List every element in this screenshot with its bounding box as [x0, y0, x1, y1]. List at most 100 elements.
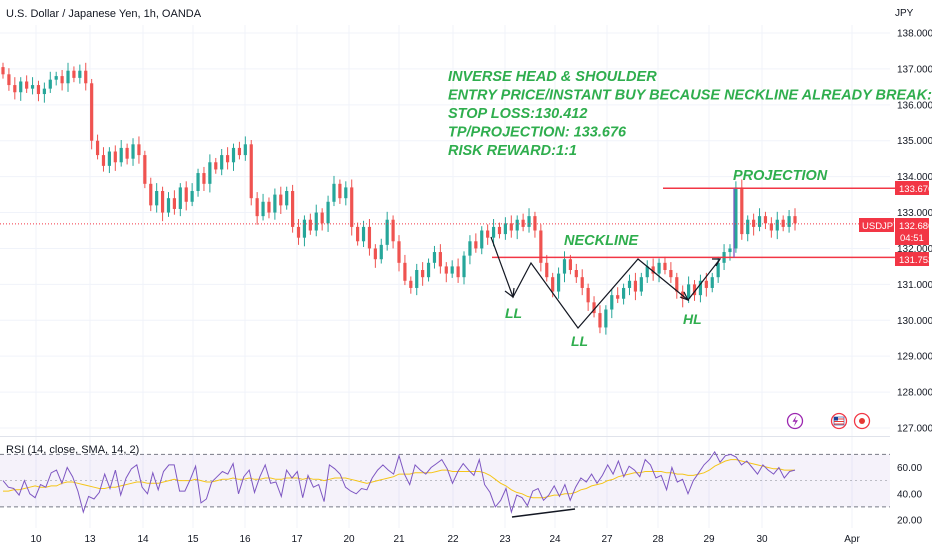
candle-body	[149, 183, 153, 206]
candle-body	[78, 70, 82, 78]
candle-body	[757, 216, 762, 227]
candle-body	[503, 223, 507, 235]
candle-body	[616, 295, 620, 299]
candle-body	[474, 241, 478, 249]
candle-body	[113, 151, 117, 163]
candle-body	[379, 244, 383, 260]
candle-body	[184, 187, 188, 202]
y-tick-label: 131.000	[897, 280, 932, 291]
candle-body	[456, 266, 460, 278]
candle-body	[267, 201, 271, 213]
candle-body	[675, 277, 679, 292]
candle-body	[172, 198, 177, 209]
candle-body	[95, 140, 100, 156]
y-tick-label: 138.000	[897, 29, 932, 40]
y-tick-label: 130.000	[897, 316, 932, 327]
candle-body	[314, 212, 318, 231]
candle-body	[403, 262, 407, 281]
candle-body	[326, 201, 330, 224]
candle-body	[728, 248, 732, 253]
candle-body	[261, 201, 265, 217]
price-axis[interactable]: 138.000 137.000 136.000 135.000 134.000 133.0…	[897, 29, 932, 435]
candle-body	[356, 226, 360, 242]
candle-body	[621, 287, 626, 299]
event-icons[interactable]	[786, 412, 871, 430]
neckline-label: NECKLINE	[564, 233, 639, 249]
time-axis[interactable]: 10 13 14 15 16 17 20 21 22 23 24 27 28 29 30 Apr	[30, 534, 860, 545]
candle-body	[397, 241, 401, 263]
x-tick-label: 27	[601, 534, 613, 545]
candle-body	[36, 85, 41, 95]
candle-body	[491, 226, 496, 238]
currency-label: JPY	[895, 8, 914, 19]
candle-body	[421, 270, 425, 278]
x-tick-label: 29	[703, 534, 715, 545]
candle-body	[308, 219, 312, 231]
candle-body	[710, 277, 714, 288]
rsi-line	[2, 450, 796, 515]
candle-body	[243, 144, 247, 156]
setup-text-line: ENTRY PRICE/INSTANT BUY BECAUSE NECKLINE…	[448, 88, 932, 104]
levels	[0, 187, 895, 259]
candle-body	[143, 155, 147, 184]
y-tick-label: 132.000	[897, 244, 932, 255]
candle-body	[131, 144, 135, 159]
candle-body	[480, 230, 484, 249]
candle-body	[90, 83, 94, 141]
candle-body	[781, 219, 785, 227]
rsi-divergence-line	[511, 508, 576, 518]
candle-body	[291, 191, 295, 227]
symbol-badge	[859, 218, 894, 232]
candle-body	[497, 226, 502, 235]
candle-body	[692, 284, 697, 296]
candle-body	[107, 151, 111, 166]
candle-body	[639, 277, 643, 292]
candle-body	[273, 194, 277, 213]
candle-body	[409, 280, 413, 288]
pattern-lines	[490, 236, 722, 329]
y-tick-label: 135.000	[897, 136, 932, 147]
candle-body	[202, 173, 206, 184]
candle-body	[125, 147, 129, 159]
x-tick-label: 14	[137, 534, 149, 545]
x-tick-label: 28	[652, 534, 664, 545]
candle-body	[746, 219, 750, 235]
candle-body	[367, 226, 372, 249]
candles	[1, 62, 797, 335]
candle-body	[438, 252, 442, 267]
candle-body	[509, 223, 513, 231]
candle-body	[237, 147, 242, 156]
candle-body	[178, 187, 182, 209]
candle-body	[521, 219, 525, 227]
hl-label: HL	[683, 311, 702, 327]
x-tick-label: 23	[499, 534, 511, 545]
candle-body	[137, 144, 141, 156]
candle-body	[225, 155, 230, 163]
lightning-icon[interactable]	[786, 412, 804, 430]
candle-body	[60, 76, 64, 84]
candle-body	[716, 262, 720, 278]
current-price-text: 132.686	[899, 221, 932, 232]
countdown-text: 04:51	[900, 233, 924, 244]
candle-body	[598, 313, 602, 328]
candle-body	[740, 187, 744, 235]
candle-body	[633, 280, 638, 292]
y-tick-label: 129.000	[897, 352, 932, 363]
candle-body	[551, 277, 555, 292]
candle-body	[160, 191, 165, 213]
arrow-head	[504, 287, 515, 299]
x-tick-label: 16	[239, 534, 251, 545]
candle-body	[285, 191, 289, 206]
candle-body	[545, 262, 549, 278]
candle-body	[687, 284, 691, 299]
projection-label: PROJECTION	[733, 168, 828, 184]
y-tick-label: 134.000	[897, 172, 932, 183]
candle-body	[196, 173, 200, 191]
candle-body	[255, 198, 259, 217]
candle-body	[320, 212, 324, 224]
candle-body	[54, 76, 58, 80]
candle-body	[385, 219, 389, 245]
japan-flag-icon[interactable]	[853, 412, 871, 430]
us-flag-icon[interactable]	[830, 412, 848, 430]
